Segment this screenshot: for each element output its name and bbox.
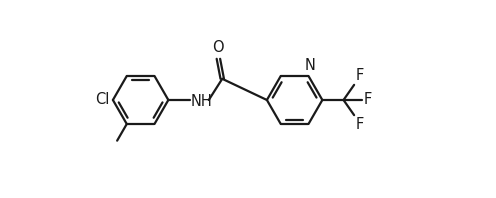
Text: Cl: Cl xyxy=(95,92,110,108)
Text: F: F xyxy=(364,92,372,108)
Text: F: F xyxy=(356,117,364,132)
Text: O: O xyxy=(213,40,224,55)
Text: N: N xyxy=(305,58,316,73)
Text: F: F xyxy=(356,68,364,83)
Text: NH: NH xyxy=(191,94,213,109)
